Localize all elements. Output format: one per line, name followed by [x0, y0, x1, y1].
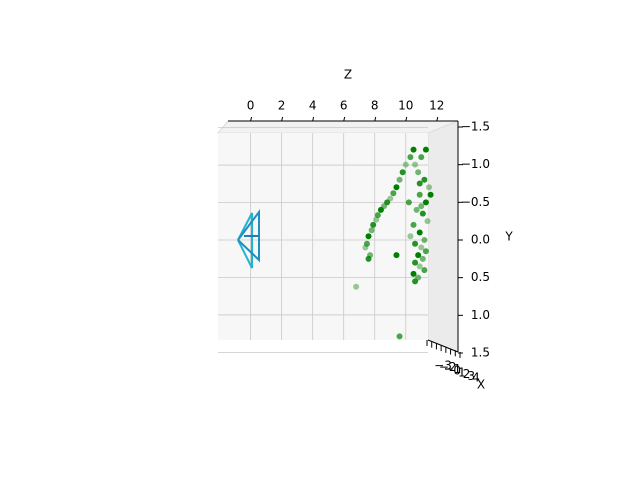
point: [407, 233, 414, 240]
point: [370, 221, 377, 228]
y-axis-label: Y: [504, 230, 513, 244]
x-tick-label: −2: [439, 360, 457, 374]
x-axis-label: X: [477, 378, 485, 392]
point: [419, 255, 426, 262]
z-tick: [281, 116, 284, 122]
z-tick: [250, 116, 253, 122]
point: [416, 191, 423, 198]
point: [422, 146, 429, 153]
point: [363, 240, 370, 247]
camera-frustum: [237, 212, 253, 269]
point: [390, 190, 397, 197]
point: [396, 333, 403, 340]
z-tick: [374, 116, 377, 122]
z-tick-label: 0: [247, 99, 255, 113]
point: [412, 259, 419, 266]
z-tick-label: 2: [278, 99, 286, 113]
z-tick-label: 4: [309, 99, 317, 113]
camera: [237, 209, 260, 269]
z-tick-label: 10: [398, 99, 413, 113]
point: [405, 199, 412, 206]
z-axis-label: Z: [344, 68, 352, 82]
point: [421, 176, 428, 183]
point: [410, 270, 417, 277]
point: [426, 184, 433, 191]
point: [418, 203, 425, 210]
z-tick: [312, 116, 315, 122]
point: [373, 216, 380, 223]
point: [402, 161, 409, 168]
y-tick-label: −1.0: [461, 157, 490, 171]
point: [384, 199, 391, 206]
x-tick-label: 4: [472, 371, 480, 385]
point: [368, 227, 375, 234]
point: [410, 146, 417, 153]
x-tick-label: −3: [434, 359, 452, 373]
points: [353, 146, 434, 340]
point: [407, 154, 414, 161]
point: [422, 199, 429, 206]
point: [422, 248, 429, 255]
point: [416, 263, 423, 270]
point: [412, 278, 419, 285]
x-axis-line: [427, 339, 459, 353]
point: [412, 240, 419, 247]
z-tick-label: 6: [340, 99, 348, 113]
point: [374, 212, 381, 219]
grid: [218, 127, 428, 353]
point: [419, 210, 426, 217]
point: [353, 283, 360, 290]
top-pane: [216, 120, 459, 134]
point: [387, 195, 394, 202]
point: [427, 191, 434, 198]
y-tick-label: 0.5: [471, 270, 490, 284]
point: [415, 252, 422, 259]
z-tick: [405, 116, 408, 122]
point: [365, 255, 372, 262]
point: [415, 169, 422, 176]
point: [396, 176, 403, 183]
point: [421, 237, 428, 243]
point: [399, 169, 406, 176]
x-tick-label: −1: [444, 362, 462, 376]
z-tick: [343, 116, 346, 122]
z-tick-label: 12: [429, 99, 444, 113]
z-tick: [436, 116, 439, 122]
side-pane: [427, 120, 459, 353]
x-tick-label: 0: [453, 364, 461, 378]
point: [421, 267, 428, 274]
y-tick-label: 0.0: [471, 233, 490, 247]
y-tick-label: −1.5: [461, 120, 490, 134]
point: [393, 252, 400, 259]
point: [413, 206, 420, 213]
y-tick-label: −0.5: [461, 195, 490, 209]
y-tick-label: 1.5: [471, 346, 490, 360]
z-tick-label: 8: [371, 99, 379, 113]
point: [393, 184, 400, 191]
point: [418, 154, 425, 161]
point: [416, 229, 423, 236]
point: [410, 221, 417, 228]
point: [365, 233, 372, 240]
point: [418, 244, 425, 251]
y-tick-label: 1.0: [471, 308, 490, 322]
point: [412, 161, 419, 168]
point: [424, 218, 431, 225]
x-tick-label: 3: [467, 369, 475, 383]
point: [416, 180, 423, 187]
x-tick-label: 2: [463, 367, 471, 381]
x-tick-label: 1: [458, 365, 466, 379]
